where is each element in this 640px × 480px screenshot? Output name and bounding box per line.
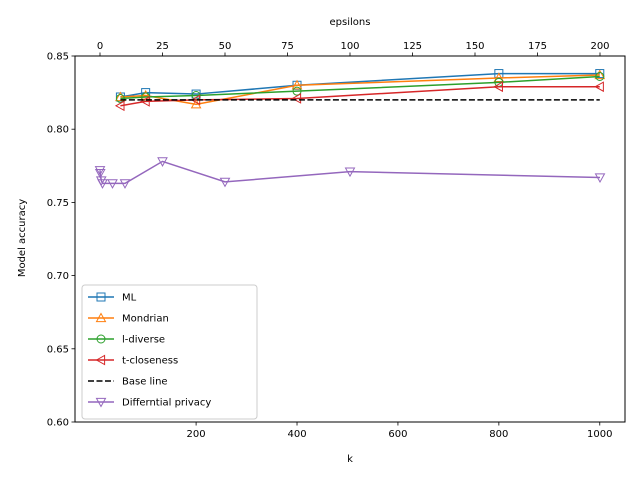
y-tick-label: 0.85 xyxy=(47,52,69,63)
x-tick-label: 1000 xyxy=(587,429,612,440)
y-tick-label: 0.65 xyxy=(47,344,69,355)
data-point-differntial-privacy xyxy=(107,179,118,189)
legend-label: Mondrian xyxy=(122,314,169,325)
legend-entry-t-closeness: t-closeness xyxy=(88,354,178,367)
series-t-closeness xyxy=(114,81,604,112)
data-point-t-closeness xyxy=(594,81,604,93)
data-point-t-closeness xyxy=(140,96,150,107)
x2-tick-label: 100 xyxy=(340,41,359,52)
legend-entry-ml: ML xyxy=(88,292,137,304)
legend-entry-differntial-privacy: Differntial privacy xyxy=(88,398,211,409)
legend-label: t-closeness xyxy=(122,356,178,367)
x2-tick-label: 0 xyxy=(97,41,103,52)
x-tick-label: 800 xyxy=(489,429,508,440)
y-tick-label: 0.80 xyxy=(47,125,69,136)
legend-label: ML xyxy=(122,293,137,304)
legend-entry-base-line: Base line xyxy=(88,377,168,388)
data-point-mondrian xyxy=(493,72,505,83)
y-axis-label: Model accuracy xyxy=(17,199,28,277)
x2-tick-label: 75 xyxy=(281,41,294,52)
legend-entry-l-diverse: l-diverse xyxy=(88,334,165,346)
x-tick-label: 600 xyxy=(388,429,407,440)
x2-tick-label: 25 xyxy=(156,41,169,52)
legend-label: Base line xyxy=(122,377,168,388)
x-tick-label: 400 xyxy=(287,429,306,440)
legend-label: l-diverse xyxy=(122,335,165,346)
data-point-differntial-privacy xyxy=(94,166,106,176)
legend-marker xyxy=(96,334,106,344)
data-point-t-closeness xyxy=(291,93,302,104)
x-tick-label: 200 xyxy=(187,429,206,440)
y-tick-label: 0.70 xyxy=(47,271,69,282)
legend-marker xyxy=(95,312,107,323)
data-point-mondrian xyxy=(594,69,606,80)
legend-marker xyxy=(96,292,106,302)
x2-tick-label: 150 xyxy=(465,41,484,52)
legend-marker xyxy=(95,354,106,366)
data-point-differntial-privacy xyxy=(119,179,131,189)
x2-tick-label: 50 xyxy=(219,41,232,52)
y-tick-label: 0.75 xyxy=(47,198,69,209)
data-point-differntial-privacy xyxy=(219,177,231,188)
legend-marker xyxy=(95,397,107,408)
legend: ML Mondrian l-diverse t-closeness Base line D… xyxy=(81,284,258,420)
data-point-t-closeness xyxy=(493,81,503,93)
x2-tick-label: 175 xyxy=(528,41,547,52)
data-point-differntial-privacy xyxy=(97,179,108,189)
x2-tick-label: 200 xyxy=(590,41,609,52)
legend-label: Differntial privacy xyxy=(122,398,211,409)
series-differntial-privacy xyxy=(94,157,606,189)
legend-box xyxy=(81,284,258,420)
data-point-differntial-privacy xyxy=(157,157,168,167)
legend-entry-mondrian: Mondrian xyxy=(88,312,169,325)
x2-axis-label: epsilons xyxy=(330,17,371,28)
data-point-l-diverse xyxy=(292,86,302,96)
data-point-l-diverse xyxy=(115,93,125,103)
data-point-mondrian xyxy=(291,79,303,90)
data-point-differntial-privacy xyxy=(94,169,106,179)
data-point-l-diverse xyxy=(595,71,605,81)
x2-tick-label: 125 xyxy=(403,41,422,52)
data-point-t-closeness xyxy=(114,100,125,112)
data-point-differntial-privacy xyxy=(344,167,356,178)
x-axis-label: k xyxy=(347,454,353,465)
data-point-differntial-privacy xyxy=(594,173,606,184)
y-tick-label: 0.60 xyxy=(47,418,69,429)
